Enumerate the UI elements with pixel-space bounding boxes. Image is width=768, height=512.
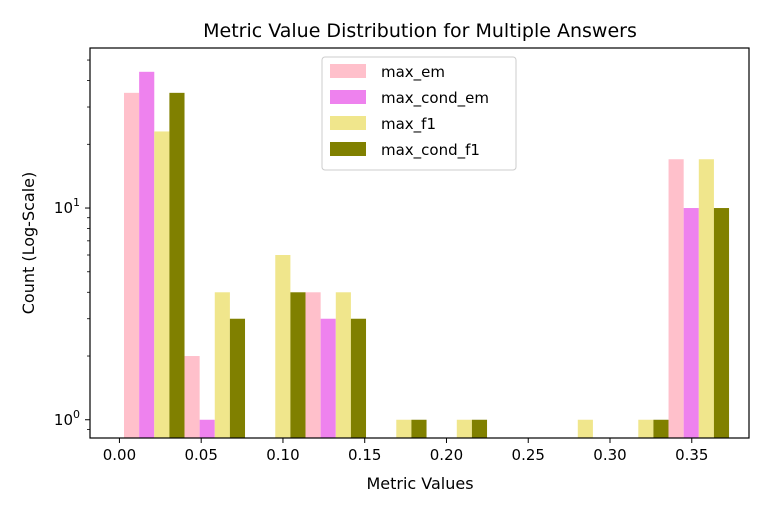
legend-label-max_cond_em: max_cond_em	[381, 89, 489, 108]
y-axis: 100 101	[54, 59, 90, 430]
bar-max_cond_f1-bin-8	[653, 419, 669, 438]
legend-label-max_em: max_em	[381, 63, 445, 82]
bar-max_em-bin-1	[184, 356, 200, 438]
chart-title: Metric Value Distribution for Multiple A…	[203, 20, 637, 42]
bar-max_f1-bin-9	[698, 159, 714, 439]
y-tick-label: 100	[54, 408, 80, 429]
bar-max_cond_em-bin-9	[683, 208, 699, 438]
x-tick-label: 0.15	[348, 446, 381, 464]
x-tick-label: 0.30	[593, 446, 626, 464]
legend-label-max_cond_f1: max_cond_f1	[381, 141, 480, 160]
x-tick-label: 0.20	[430, 446, 463, 464]
bar-max_f1-bin-2	[275, 255, 291, 438]
bar-max_f1-bin-8	[638, 419, 654, 438]
bar-max_em-bin-9	[668, 159, 684, 439]
bar-max_cond_em-bin-3	[320, 318, 336, 438]
bar-max_cond_f1-bin-2	[290, 292, 306, 438]
x-tick-label: 0.25	[512, 446, 545, 464]
y-axis-label: Count (Log-Scale)	[19, 172, 38, 314]
legend-swatch-max_cond_f1	[330, 142, 366, 156]
bar-max_cond_f1-bin-0	[169, 92, 185, 438]
bar-max_em-bin-0	[124, 92, 140, 438]
legend-frame	[321, 56, 517, 171]
legend: max_em max_cond_em max_f1 max_cond_f1	[321, 56, 517, 171]
bar-max_cond_em-bin-0	[139, 71, 155, 439]
x-axis-label: Metric Values	[366, 474, 473, 493]
x-tick-label: 0.05	[184, 446, 217, 464]
bars-group	[124, 71, 730, 439]
bar-max_cond_f1-bin-5	[471, 419, 488, 438]
bar-max_f1-bin-0	[154, 131, 170, 438]
bar-max_f1-bin-3	[335, 292, 351, 438]
bar-max_em-bin-3	[305, 292, 321, 438]
bar-max_cond_f1-bin-4	[411, 419, 427, 438]
bar-max_cond_f1-bin-1	[229, 318, 246, 438]
y-tick-label: 101	[54, 196, 80, 217]
bar-max_f1-bin-1	[214, 292, 230, 438]
bar-max_f1-bin-5	[456, 419, 472, 438]
legend-label-max_f1: max_f1	[381, 115, 436, 134]
bar-max_cond_f1-bin-3	[350, 318, 367, 438]
x-tick-label: 0.10	[266, 446, 299, 464]
legend-swatch-max_f1	[330, 116, 366, 130]
legend-swatch-max_cond_em	[330, 90, 366, 104]
bar-max_cond_em-bin-1	[199, 419, 215, 438]
x-axis: 0.00 0.05 0.10 0.15 0.20 0.25 0.30 0.35	[103, 438, 708, 464]
bar-max_f1-bin-7	[577, 419, 593, 438]
bar-max_f1-bin-4	[396, 419, 412, 438]
legend-swatch-max_em	[330, 64, 366, 78]
bar-max_cond_f1-bin-9	[713, 208, 730, 438]
x-tick-label: 0.35	[675, 446, 708, 464]
x-tick-label: 0.00	[103, 446, 136, 464]
plot-area-frame	[89, 47, 750, 439]
